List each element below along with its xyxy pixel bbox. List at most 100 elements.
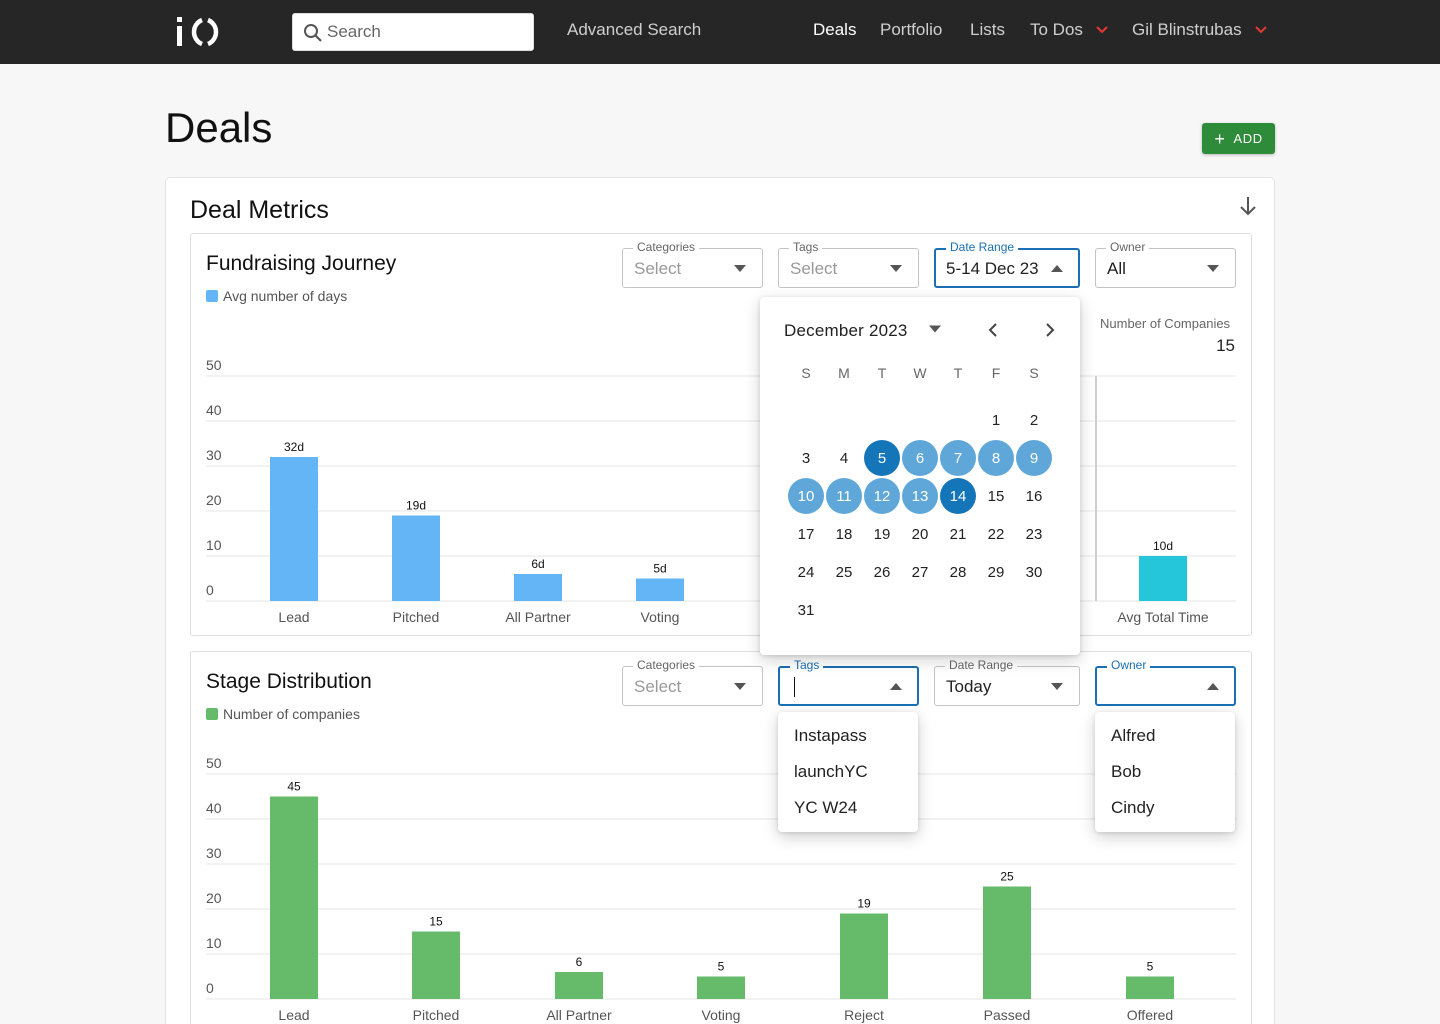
menu-item-owner[interactable]: Alfred [1111, 726, 1156, 745]
tags-select[interactable]: Tags Select [778, 240, 919, 288]
add-deal-button[interactable]: + ADD [1202, 123, 1275, 154]
search-input[interactable] [327, 14, 527, 50]
x-tick-label: Offered [1127, 1007, 1173, 1023]
legend-label: Number of companies [223, 706, 360, 722]
deal-metrics-title: Deal Metrics [190, 196, 329, 224]
tags-select[interactable]: Tags [778, 658, 919, 706]
nav-link-to-dos[interactable]: To Dos [1030, 20, 1083, 39]
y-tick-label: 20 [206, 492, 222, 508]
calendar-day[interactable]: 18 [835, 525, 853, 543]
search-box[interactable] [292, 13, 534, 51]
data-label: 5 [1147, 960, 1154, 974]
calendar-day[interactable]: 21 [949, 525, 967, 543]
calendar-day[interactable]: 2 [1029, 411, 1039, 429]
calendar-day[interactable]: 28 [949, 563, 967, 581]
nav-link-lists[interactable]: Lists [970, 20, 1005, 39]
data-label: 6 [576, 955, 583, 969]
chevron-right-icon[interactable] [1043, 322, 1057, 338]
y-tick-label: 30 [206, 845, 222, 861]
x-tick-label: Passed [984, 1007, 1031, 1023]
calendar-day[interactable]: 4 [839, 449, 849, 467]
calendar-day[interactable]: 7 [940, 440, 976, 476]
calendar-day[interactable]: 13 [902, 478, 938, 514]
calendar-day[interactable]: 24 [797, 563, 815, 581]
field-value: All [1107, 259, 1126, 278]
calendar-day[interactable]: 12 [864, 478, 900, 514]
chart-bar [392, 515, 440, 601]
calendar-day[interactable]: 29 [987, 563, 1005, 581]
date-range-select[interactable]: Date Range Today [934, 658, 1080, 706]
calendar-day[interactable]: 11 [826, 478, 862, 514]
calendar-day[interactable]: 1 [991, 411, 1001, 429]
calendar-day[interactable]: 6 [902, 440, 938, 476]
menu-item-tag[interactable]: launchYC [794, 762, 868, 781]
weekday-label: T [953, 365, 963, 381]
chevron-down-icon[interactable] [1096, 26, 1108, 34]
calendar-month-year[interactable]: December 2023 [784, 321, 908, 341]
app-logo[interactable] [174, 14, 226, 50]
chevron-left-icon[interactable] [986, 322, 1000, 338]
calendar-day[interactable]: 9 [1016, 440, 1052, 476]
calendar-day[interactable]: 5 [864, 440, 900, 476]
x-tick-label: All Partner [505, 609, 571, 625]
owner-select[interactable]: Owner [1095, 658, 1236, 706]
chart-legend: Number of companies [206, 706, 360, 722]
page-title: Deals [165, 104, 273, 151]
field-value: 5-14 Dec 23 [946, 259, 1039, 278]
calendar-day[interactable]: 26 [873, 563, 891, 581]
fundraising-journey-panel: 0 10 20 30 40 50 32d Lead 19d Pitched 6d All Partne… [190, 233, 1252, 636]
field-label: Tags [789, 240, 823, 254]
calendar-day[interactable]: 16 [1025, 487, 1043, 505]
menu-item-tag[interactable]: Instapass [794, 726, 867, 745]
x-tick-label: Pitched [393, 609, 440, 625]
calendar-day[interactable]: 27 [911, 563, 929, 581]
calendar-day[interactable]: 3 [801, 449, 811, 467]
calendar-month: December [784, 321, 865, 340]
calendar-day[interactable]: 20 [911, 525, 929, 543]
y-tick-label: 50 [206, 755, 222, 771]
y-tick-label: 0 [206, 582, 214, 598]
dropdown-arrow-icon[interactable] [929, 325, 941, 333]
dropdown-arrow-up-icon [890, 683, 902, 690]
menu-item-owner[interactable]: Bob [1111, 762, 1142, 781]
nav-link-deals[interactable]: Deals [813, 20, 857, 39]
x-tick-label: Reject [844, 1007, 884, 1023]
categories-select[interactable]: Categories Select [622, 658, 763, 706]
calendar-day[interactable]: 10 [788, 478, 824, 514]
calendar-day[interactable]: 30 [1025, 563, 1043, 581]
calendar-day[interactable]: 14 [940, 478, 976, 514]
chart-bar [983, 886, 1031, 999]
add-button-label: ADD [1233, 131, 1263, 146]
data-label: 10d [1153, 539, 1173, 553]
tags-dropdown-menu: Instapass launchYC YC W24 [778, 712, 918, 832]
data-label: 5d [653, 562, 666, 576]
owner-select[interactable]: Owner All [1095, 240, 1236, 288]
chevron-down-icon[interactable] [1255, 26, 1267, 34]
advanced-search-link[interactable]: Advanced Search [567, 20, 702, 39]
calendar-day[interactable]: 31 [797, 601, 815, 619]
chart-legend: Avg number of days [206, 288, 347, 304]
menu-item-owner[interactable]: Cindy [1111, 798, 1155, 817]
y-tick-label: 10 [206, 935, 222, 951]
dropdown-arrow-icon [1207, 265, 1219, 272]
weekday-label: M [838, 365, 850, 381]
nav-link-portfolio[interactable]: Portfolio [880, 20, 943, 39]
menu-item-tag[interactable]: YC W24 [794, 798, 858, 817]
calendar-day[interactable]: 23 [1025, 525, 1043, 543]
data-label: 19 [857, 897, 871, 911]
user-menu[interactable]: Gil Blinstrubas [1132, 20, 1242, 39]
x-tick-label: All Partner [546, 1007, 612, 1023]
categories-select[interactable]: Categories Select [622, 240, 763, 288]
calendar-day[interactable]: 25 [835, 563, 853, 581]
calendar-day[interactable]: 19 [873, 525, 891, 543]
weekday-label: W [913, 365, 927, 381]
calendar-day[interactable]: 22 [987, 525, 1005, 543]
calendar-day[interactable]: 17 [797, 525, 815, 543]
field-value: Select [790, 259, 838, 278]
data-label: 45 [287, 780, 301, 794]
date-range-select[interactable]: Date Range 5-14 Dec 23 [934, 240, 1080, 288]
data-label: 25 [1000, 870, 1014, 884]
calendar-day[interactable]: 8 [978, 440, 1014, 476]
arrow-down-icon[interactable] [1238, 195, 1258, 217]
calendar-day[interactable]: 15 [987, 487, 1005, 505]
